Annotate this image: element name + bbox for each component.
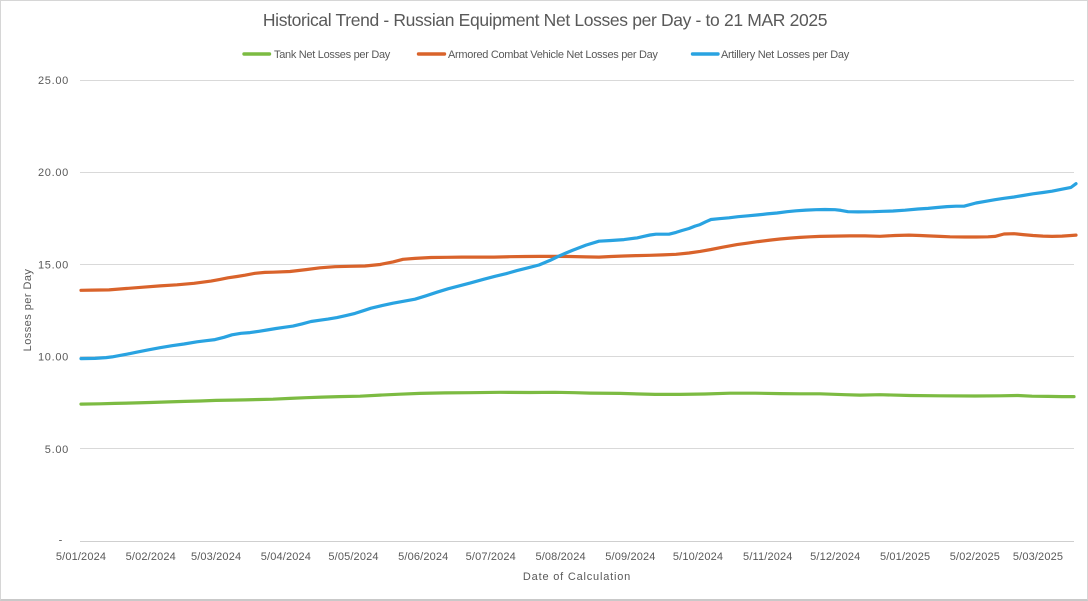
svg-text:15.00: 15.00	[38, 260, 69, 272]
svg-text:5/03/2025: 5/03/2025	[1013, 551, 1063, 563]
svg-text:5/01/2025: 5/01/2025	[880, 551, 930, 563]
svg-text:25.00: 25.00	[38, 75, 69, 87]
svg-text:-: -	[59, 535, 63, 547]
svg-text:Armored Combat Vehicle Net Los: Armored Combat Vehicle Net Losses per Da…	[448, 49, 658, 61]
svg-text:5.00: 5.00	[45, 444, 69, 456]
svg-text:10.00: 10.00	[38, 352, 69, 364]
svg-text:5/02/2024: 5/02/2024	[126, 551, 176, 563]
svg-text:5/04/2024: 5/04/2024	[261, 551, 311, 563]
svg-text:5/12/2024: 5/12/2024	[810, 551, 860, 563]
svg-text:Losses per Day: Losses per Day	[22, 269, 34, 352]
svg-text:5/08/2024: 5/08/2024	[535, 551, 585, 563]
svg-text:5/01/2024: 5/01/2024	[56, 551, 106, 563]
svg-text:5/03/2024: 5/03/2024	[191, 551, 241, 563]
svg-text:20.00: 20.00	[38, 167, 69, 179]
svg-text:5/09/2024: 5/09/2024	[605, 551, 655, 563]
svg-text:5/11/2024: 5/11/2024	[743, 551, 792, 563]
svg-text:5/06/2024: 5/06/2024	[398, 551, 448, 563]
svg-text:Date of Calculation: Date of Calculation	[523, 571, 631, 583]
svg-text:Tank Net Losses per Day: Tank Net Losses per Day	[274, 49, 391, 61]
svg-text:Historical Trend - Russian Equ: Historical Trend - Russian Equipment Net…	[263, 10, 827, 30]
svg-text:5/10/2024: 5/10/2024	[673, 551, 723, 563]
svg-text:5/07/2024: 5/07/2024	[466, 551, 516, 563]
svg-text:Artillery Net Losses per Day: Artillery Net Losses per Day	[721, 49, 850, 61]
svg-text:5/05/2024: 5/05/2024	[328, 551, 378, 563]
svg-text:5/02/2025: 5/02/2025	[950, 551, 1000, 563]
